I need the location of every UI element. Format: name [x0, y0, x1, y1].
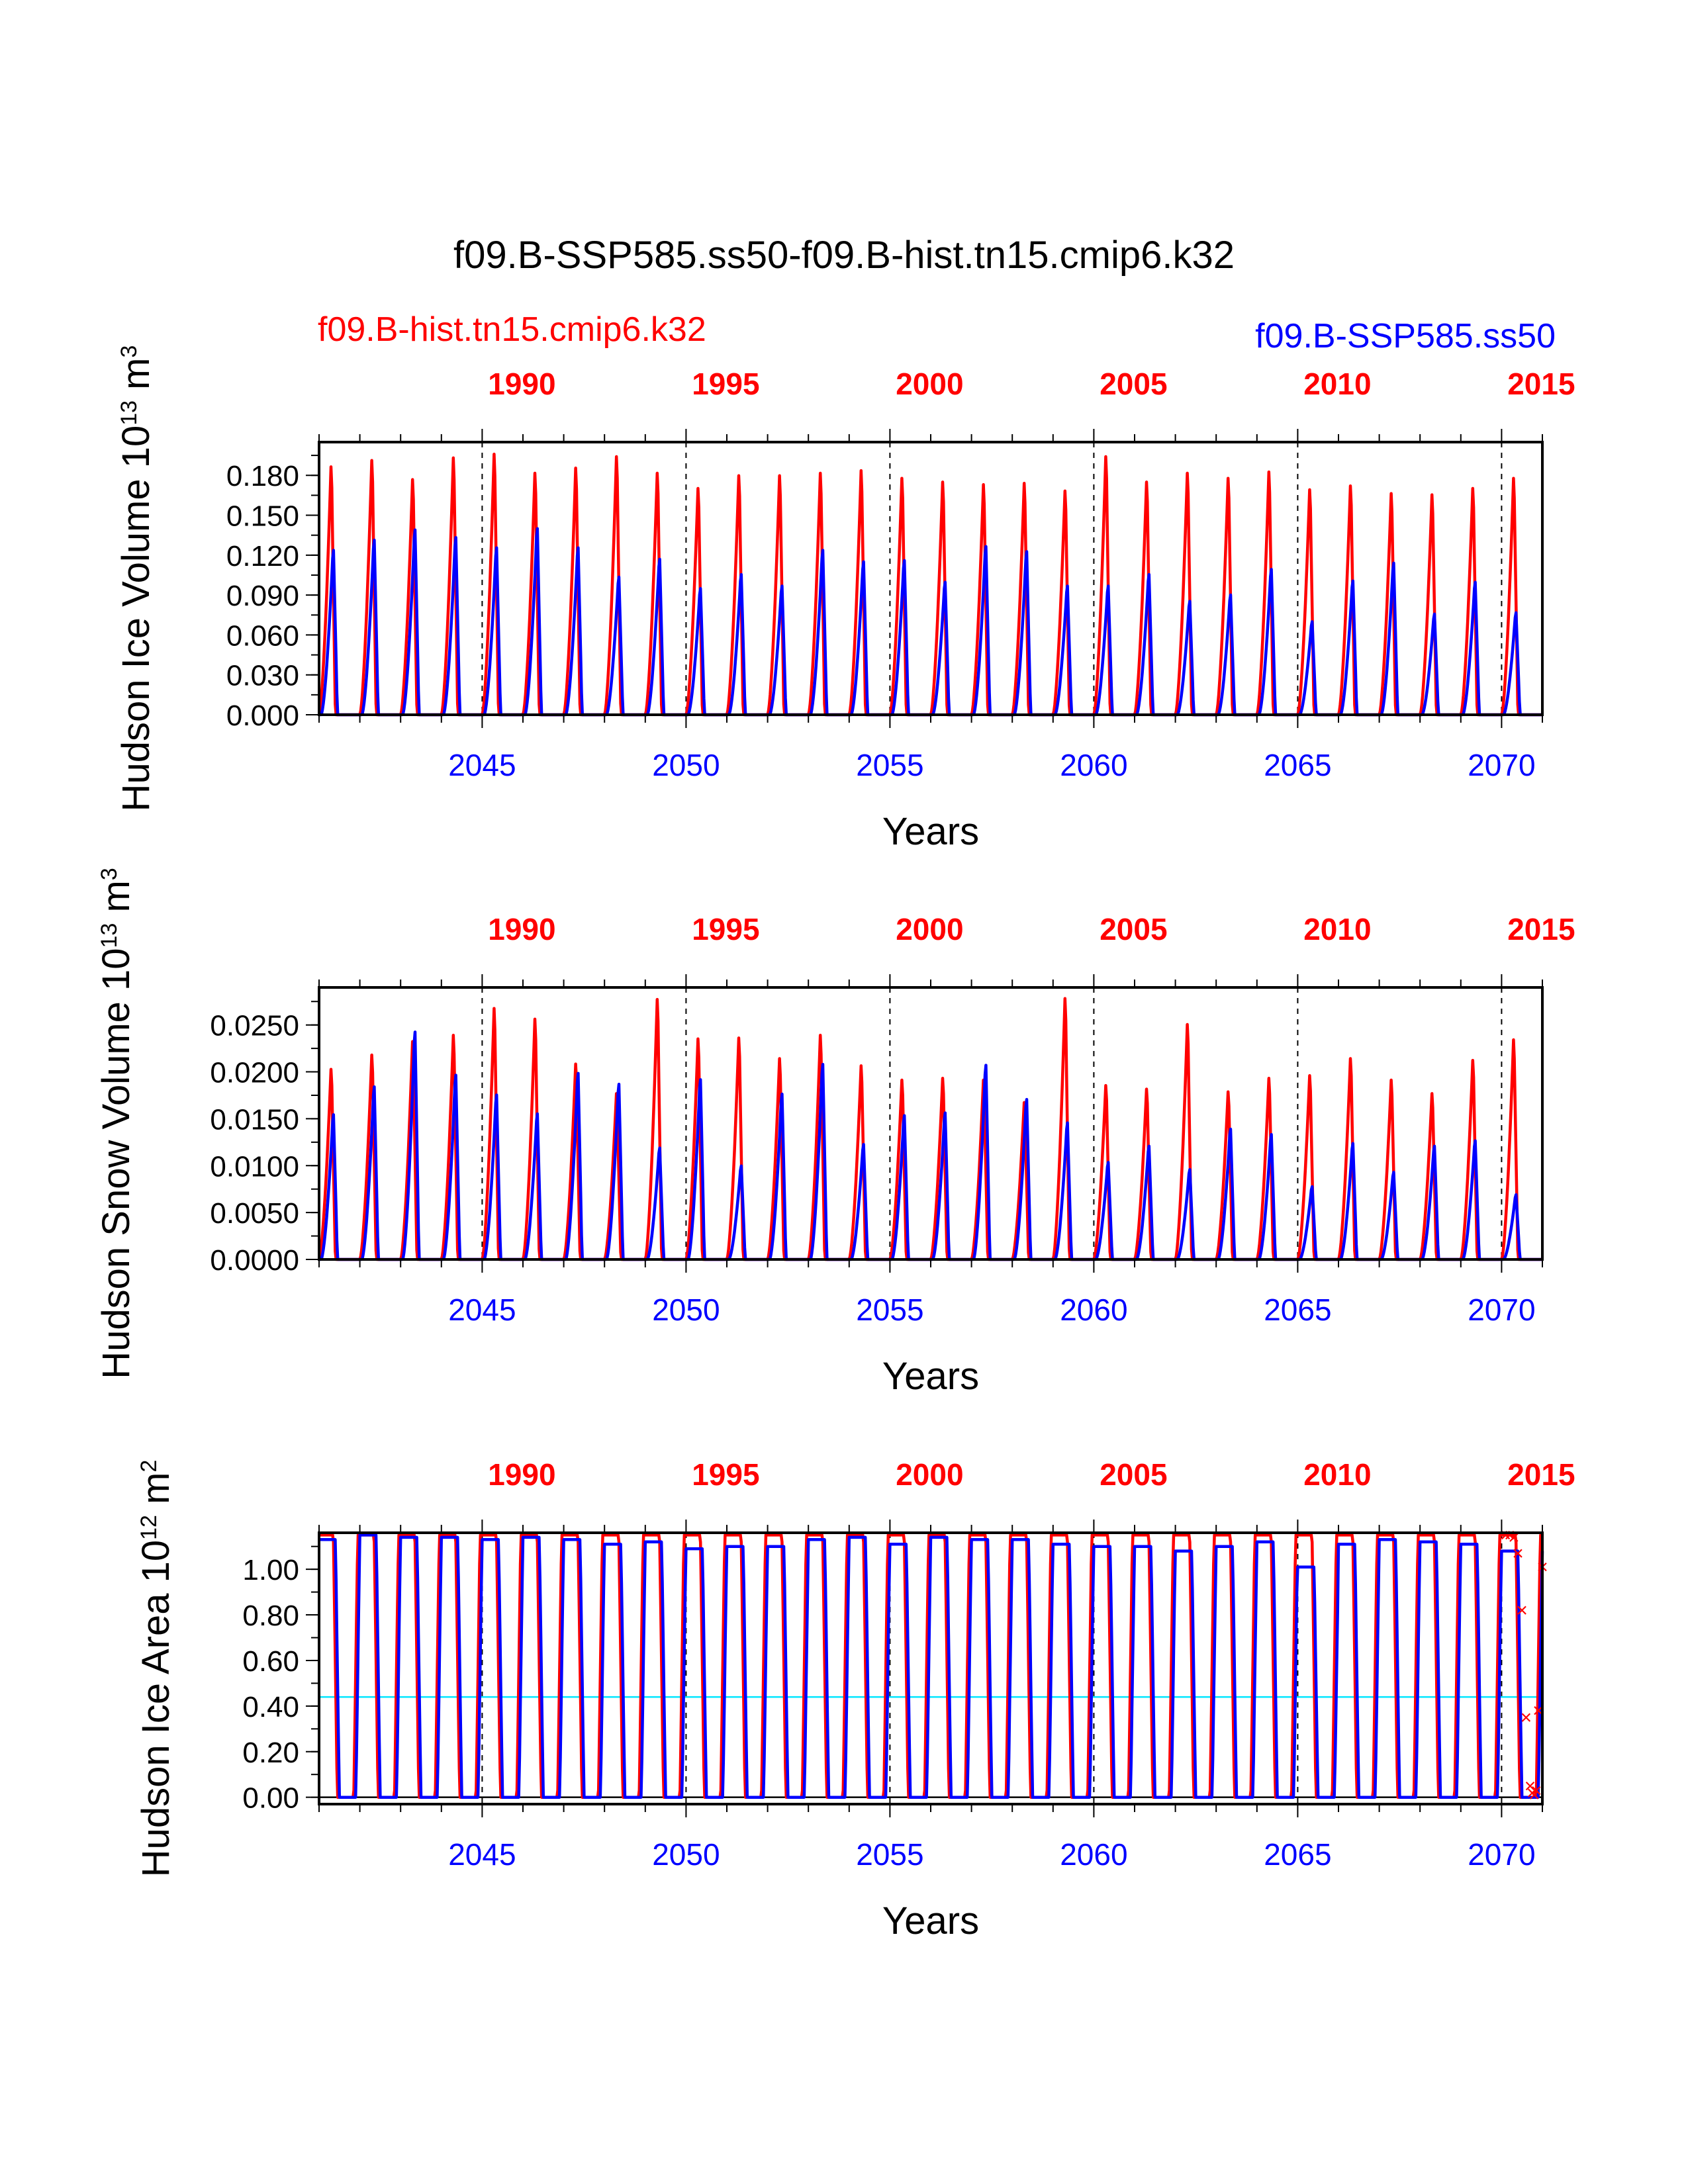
series-line-case1 — [317, 452, 1543, 717]
x-tick-label-top: 2010 — [1303, 1457, 1371, 1492]
plot-frame — [318, 986, 1544, 1261]
x-tick-label-bottom: 2055 — [856, 1837, 923, 1872]
x-tick-label-bottom: 2065 — [1264, 1837, 1331, 1872]
y-tick-label: 0.0050 — [210, 1197, 299, 1230]
y-axis-label: Hudson Snow Volume 1013 m3 — [95, 868, 138, 1379]
data-marker: × — [1530, 1780, 1542, 1801]
x-tick-label-top: 2010 — [1303, 912, 1371, 946]
data-marker: × — [1512, 1543, 1524, 1565]
y-tick-label: 0.150 — [226, 500, 299, 533]
x-tick-label-top: 2000 — [896, 912, 963, 946]
x-tick-label-bottom: 2060 — [1060, 748, 1127, 782]
y-tick-label: 0.180 — [226, 460, 299, 492]
y-tick-label: 0.0150 — [210, 1103, 299, 1136]
y-axis-label: Hudson Ice Area 1012 m2 — [134, 1460, 177, 1878]
y-tick-label: 0.030 — [226, 660, 299, 692]
y-tick-label: 0.0000 — [210, 1244, 299, 1277]
x-tick-label-top: 2000 — [896, 367, 963, 401]
x-axis-label: Years — [882, 1355, 979, 1398]
x-tick-label-bottom: 2060 — [1060, 1293, 1127, 1327]
y-tick-label: 0.0100 — [210, 1150, 299, 1183]
panels-group: 0.000 0.030 0.060 0.090 0.120 0.150 0.180 2045 2… — [95, 345, 1575, 1942]
data-marker: × — [1526, 1782, 1538, 1804]
y-tick-label: 1.00 — [242, 1554, 299, 1586]
series-line-case2 — [318, 527, 1543, 717]
x-tick-label-top: 1995 — [692, 367, 759, 401]
y-tick-label: 0.090 — [226, 580, 299, 612]
data-marker: × — [1528, 1784, 1540, 1806]
x-tick-label-top: 1995 — [692, 912, 759, 946]
x-tick-label-bottom: 2045 — [448, 1293, 516, 1327]
x-tick-label-bottom: 2055 — [856, 1293, 923, 1327]
x-tick-label-top: 2015 — [1507, 912, 1575, 946]
plot-frame — [318, 441, 1544, 716]
panel-3: ××××××××××××0.000.200.400.600.801.002045… — [134, 1457, 1575, 1942]
x-tick-label-bottom: 2045 — [448, 1837, 516, 1872]
x-tick-label-bottom: 2070 — [1468, 1293, 1535, 1327]
y-tick-label: 0.000 — [226, 700, 299, 732]
x-tick-label-top: 2015 — [1507, 367, 1575, 401]
legend-case1: f09.B-hist.tn15.cmip6.k32 — [318, 310, 706, 349]
x-tick-label-top: 2005 — [1100, 367, 1167, 401]
x-tick-label-bottom: 2060 — [1060, 1837, 1127, 1872]
x-tick-label-bottom: 2070 — [1468, 748, 1535, 782]
data-marker: × — [1524, 1775, 1536, 1797]
series-line-case1 — [317, 997, 1543, 1261]
x-tick-label-top: 2005 — [1100, 1457, 1167, 1492]
x-tick-label-top: 2005 — [1100, 912, 1167, 946]
x-tick-label-bottom: 2050 — [652, 1837, 720, 1872]
x-tick-label-top: 2010 — [1303, 367, 1371, 401]
x-tick-label-bottom: 2065 — [1264, 1293, 1331, 1327]
y-tick-label: 0.40 — [242, 1691, 299, 1723]
x-tick-label-top: 1990 — [488, 1457, 555, 1492]
x-tick-label-bottom: 2055 — [856, 748, 923, 782]
data-marker: × — [1521, 1707, 1532, 1729]
y-tick-label: 0.00 — [242, 1782, 299, 1815]
x-tick-label-top: 2000 — [896, 1457, 963, 1492]
y-tick-label: 0.060 — [226, 619, 299, 652]
x-axis-label: Years — [882, 810, 979, 853]
data-marker: × — [1516, 1600, 1528, 1621]
x-tick-label-bottom: 2065 — [1264, 748, 1331, 782]
y-tick-label: 0.20 — [242, 1737, 299, 1769]
x-tick-label-bottom: 2050 — [652, 1293, 720, 1327]
y-tick-label: 0.80 — [242, 1600, 299, 1632]
series-line-case2 — [318, 1533, 1544, 1799]
x-tick-label-top: 1990 — [488, 367, 555, 401]
x-tick-label-top: 1995 — [692, 1457, 759, 1492]
y-tick-label: 0.0200 — [210, 1057, 299, 1089]
panel-1: 0.000 0.030 0.060 0.090 0.120 0.150 0.180 2045 2… — [115, 345, 1575, 853]
data-marker: × — [1504, 1524, 1516, 1546]
x-tick-label-bottom: 2050 — [652, 748, 720, 782]
x-tick-label-bottom: 2070 — [1468, 1837, 1535, 1872]
x-tick-label-top: 2015 — [1507, 1457, 1575, 1492]
y-tick-label: 0.0250 — [210, 1010, 299, 1042]
series-line-case1 — [318, 1533, 1543, 1799]
y-axis-label: Hudson Ice Volume 1013 m3 — [115, 345, 158, 812]
data-marker: × — [1500, 1524, 1512, 1546]
y-tick-label: 0.60 — [242, 1645, 299, 1678]
x-tick-label-bottom: 2045 — [448, 748, 516, 782]
series-line-case2 — [318, 1030, 1543, 1261]
x-tick-label-top: 1990 — [488, 912, 555, 946]
y-tick-label: 0.120 — [226, 540, 299, 572]
legend-case2: f09.B-SSP585.ss50 — [1255, 317, 1556, 355]
panel-2: 0.0000 0.0050 0.0100 0.0150 0.0200 0.0250 2045… — [95, 868, 1575, 1398]
figure-title: f09.B-SSP585.ss50-f09.B-hist.tn15.cmip6.… — [453, 234, 1235, 277]
x-axis-label: Years — [882, 1899, 979, 1942]
